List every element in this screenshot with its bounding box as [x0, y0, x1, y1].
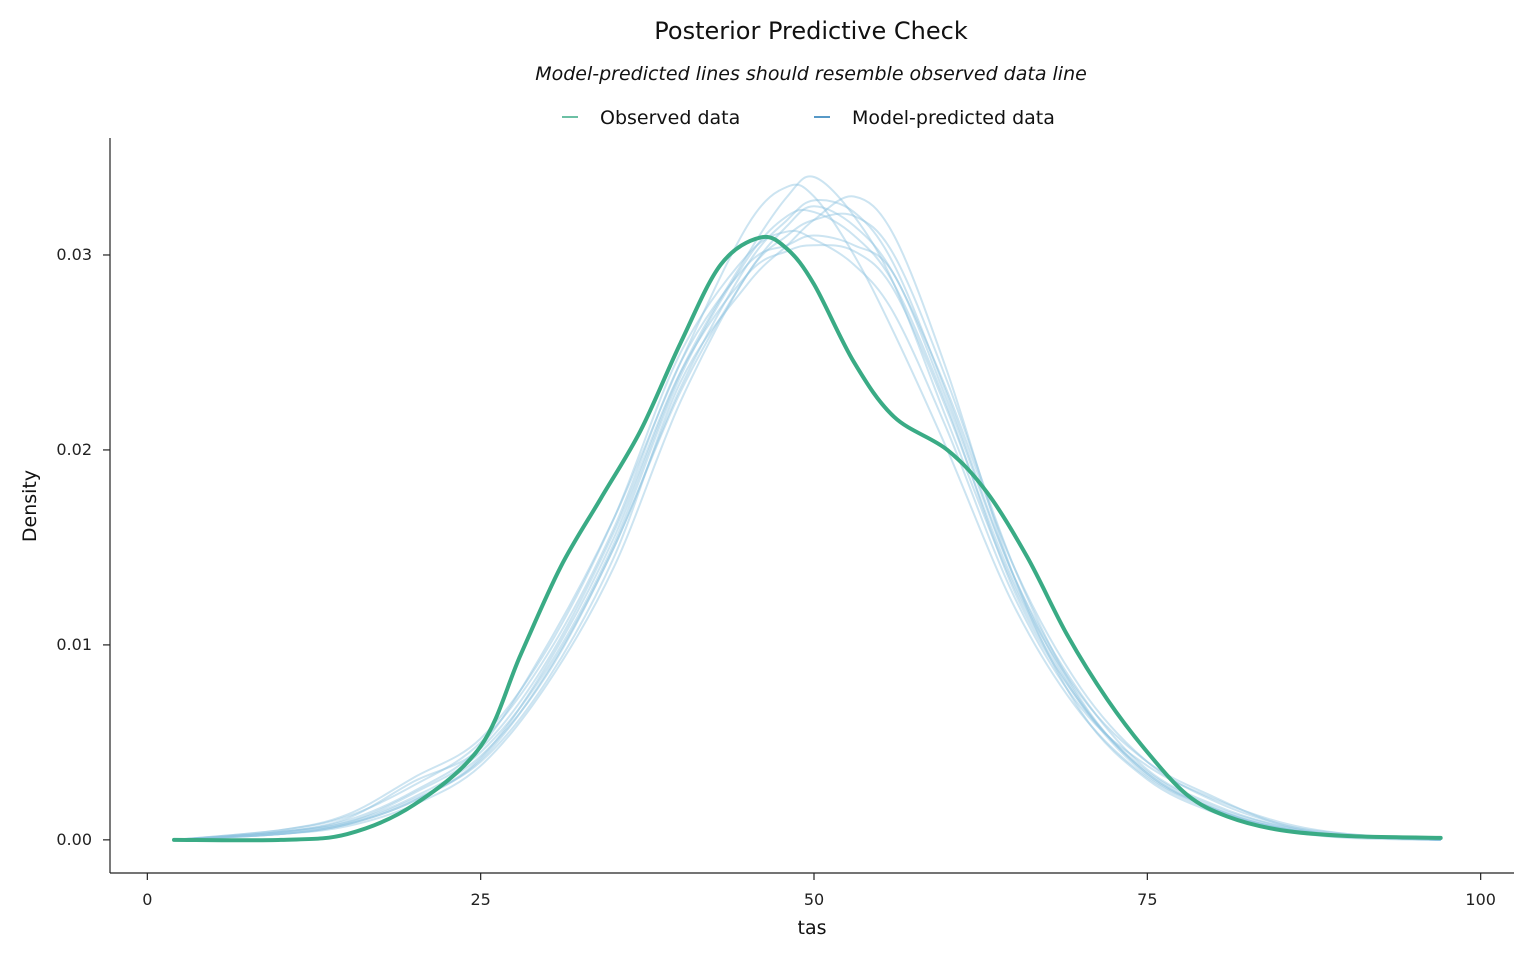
y-tick-label: 0.02: [56, 440, 92, 459]
x-axis-label: tas: [798, 917, 827, 939]
predicted-line: [173, 244, 1441, 841]
predicted-line: [173, 195, 1441, 841]
x-tick-label: 25: [470, 890, 490, 909]
y-tick-label: 0.01: [56, 635, 92, 654]
predicted-line: [173, 212, 1441, 841]
legend-label-observed: Observed data: [600, 107, 740, 129]
observed-line-group: [172, 234, 1443, 843]
legend: Observed data Model-predicted data: [562, 107, 1055, 129]
chart-subtitle: Model-predicted lines should resemble ob…: [535, 63, 1087, 85]
y-tick-label: 0.03: [56, 245, 92, 264]
predicted-line: [173, 229, 1441, 841]
x-tick-label: 50: [804, 890, 824, 909]
predicted-line: [173, 208, 1441, 841]
y-ticks: 0.00 0.01 0.02 0.03: [56, 245, 110, 849]
predicted-line: [173, 205, 1441, 841]
y-tick-label: 0.00: [56, 830, 92, 849]
chart-title: Posterior Predictive Check: [654, 17, 968, 45]
predicted-lines: [173, 175, 1441, 841]
predicted-line: [173, 234, 1441, 841]
legend-label-predicted: Model-predicted data: [852, 107, 1055, 129]
x-tick-label: 75: [1137, 890, 1157, 909]
observed-line: [172, 234, 1443, 843]
predicted-line: [173, 175, 1441, 841]
predicted-line: [173, 183, 1441, 841]
predicted-line: [173, 199, 1441, 841]
x-tick-label: 0: [142, 890, 152, 909]
x-ticks: 0 25 50 75 100: [142, 873, 1496, 909]
x-tick-label: 100: [1465, 890, 1496, 909]
y-axis-label: Density: [19, 470, 41, 542]
